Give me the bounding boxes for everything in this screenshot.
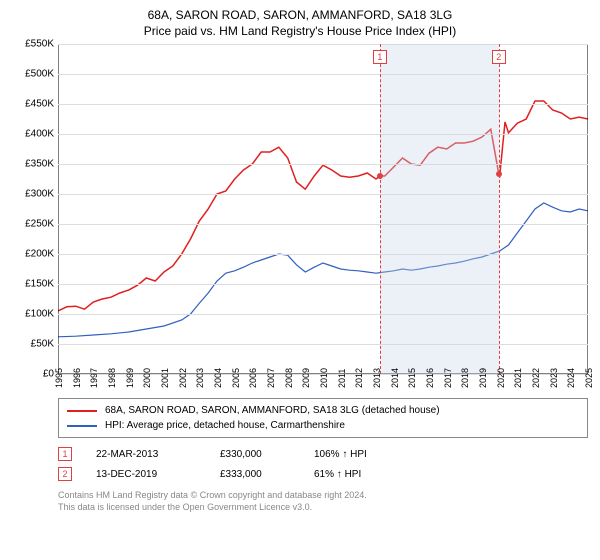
transaction-price: £333,000 [220, 469, 290, 480]
chart-area: £0 £50K £100K £150K £200K £250K £300K £350K £400… [10, 44, 590, 394]
gridline [58, 224, 588, 225]
x-tick-label: 2023 [549, 368, 559, 388]
x-axis: 1995199619971998199920002001200220032004… [58, 374, 588, 394]
transaction-dot [496, 171, 502, 177]
x-tick-label: 2016 [425, 368, 435, 388]
x-tick-label: 2022 [531, 368, 541, 388]
transaction-vline [380, 44, 381, 374]
y-tick-label: £350K [25, 159, 54, 170]
series-line [58, 101, 588, 311]
x-tick-label: 2010 [319, 368, 329, 388]
y-tick-label: £250K [25, 219, 54, 230]
footer-line-2: This data is licensed under the Open Gov… [58, 502, 590, 514]
gridline [58, 104, 588, 105]
x-tick-label: 1998 [107, 368, 117, 388]
legend-item: HPI: Average price, detached house, Carm… [67, 418, 579, 433]
x-tick-label: 1997 [89, 368, 99, 388]
chart-title: 68A, SARON ROAD, SARON, AMMANFORD, SA18 … [10, 8, 590, 22]
transaction-price: £330,000 [220, 449, 290, 460]
transaction-marker: 2 [492, 50, 506, 64]
x-tick-label: 2017 [443, 368, 453, 388]
transaction-row: 1 22-MAR-2013 £330,000 106% ↑ HPI [58, 444, 590, 464]
gridline [58, 284, 588, 285]
x-tick-label: 2008 [284, 368, 294, 388]
transaction-marker: 1 [373, 50, 387, 64]
y-tick-label: £550K [25, 39, 54, 50]
x-tick-label: 2004 [213, 368, 223, 388]
footer-line-1: Contains HM Land Registry data © Crown c… [58, 490, 590, 502]
x-tick-label: 2012 [354, 368, 364, 388]
transaction-row-marker: 2 [58, 467, 72, 481]
x-tick-label: 2011 [337, 369, 347, 388]
gridline [58, 314, 588, 315]
legend-swatch [67, 425, 97, 427]
y-axis: £0£50K£100K£150K£200K£250K£300K£350K£400… [10, 44, 58, 374]
transaction-vline [499, 44, 500, 374]
legend-swatch [67, 410, 97, 412]
legend-label: HPI: Average price, detached house, Carm… [105, 420, 345, 431]
x-tick-label: 2021 [513, 368, 523, 388]
footer-attribution: Contains HM Land Registry data © Crown c… [58, 490, 590, 513]
x-tick-label: 2005 [231, 368, 241, 388]
transaction-row-marker: 1 [58, 447, 72, 461]
x-tick-label: 2024 [566, 368, 576, 388]
chart-subtitle: Price paid vs. HM Land Registry's House … [10, 24, 590, 38]
transaction-date: 22-MAR-2013 [96, 449, 196, 460]
x-tick-label: 2014 [390, 368, 400, 388]
y-tick-label: £100K [25, 309, 54, 320]
gridline [58, 254, 588, 255]
transaction-dot [377, 173, 383, 179]
x-tick-label: 2019 [478, 368, 488, 388]
transaction-pct: 106% ↑ HPI [314, 449, 404, 460]
gridline [58, 194, 588, 195]
x-tick-label: 2000 [142, 368, 152, 388]
x-tick-label: 2013 [372, 368, 382, 388]
transactions-table: 1 22-MAR-2013 £330,000 106% ↑ HPI 2 13-DEC-20… [58, 444, 590, 484]
transaction-row: 2 13-DEC-2019 £333,000 61% ↑ HPI [58, 464, 590, 484]
x-tick-label: 2015 [407, 368, 417, 388]
legend: 68A, SARON ROAD, SARON, AMMANFORD, SA18 … [58, 398, 588, 438]
transaction-pct: 61% ↑ HPI [314, 469, 404, 480]
x-tick-label: 2009 [301, 368, 311, 388]
y-tick-label: £500K [25, 69, 54, 80]
x-tick-label: 2020 [496, 368, 506, 388]
transaction-date: 13-DEC-2019 [96, 469, 196, 480]
legend-item: 68A, SARON ROAD, SARON, AMMANFORD, SA18 … [67, 403, 579, 418]
gridline [58, 44, 588, 45]
gridline [58, 134, 588, 135]
shaded-region [380, 44, 499, 374]
x-tick-label: 1999 [125, 368, 135, 388]
x-tick-label: 2007 [266, 368, 276, 388]
x-tick-label: 2025 [584, 368, 594, 388]
x-tick-label: 1995 [54, 368, 64, 388]
x-tick-label: 2018 [460, 368, 470, 388]
gridline [58, 74, 588, 75]
y-tick-label: £200K [25, 249, 54, 260]
x-tick-label: 1996 [72, 368, 82, 388]
legend-label: 68A, SARON ROAD, SARON, AMMANFORD, SA18 … [105, 405, 440, 416]
x-tick-label: 2003 [195, 368, 205, 388]
x-tick-label: 2006 [248, 368, 258, 388]
x-tick-label: 2001 [160, 368, 170, 388]
x-tick-label: 2002 [178, 368, 188, 388]
y-tick-label: £400K [25, 129, 54, 140]
y-tick-label: £0 [43, 369, 54, 380]
gridline [58, 344, 588, 345]
plot-region: 12 [58, 44, 588, 374]
y-tick-label: £300K [25, 189, 54, 200]
y-tick-label: £50K [31, 339, 54, 350]
y-tick-label: £450K [25, 99, 54, 110]
gridline [58, 164, 588, 165]
y-tick-label: £150K [25, 279, 54, 290]
